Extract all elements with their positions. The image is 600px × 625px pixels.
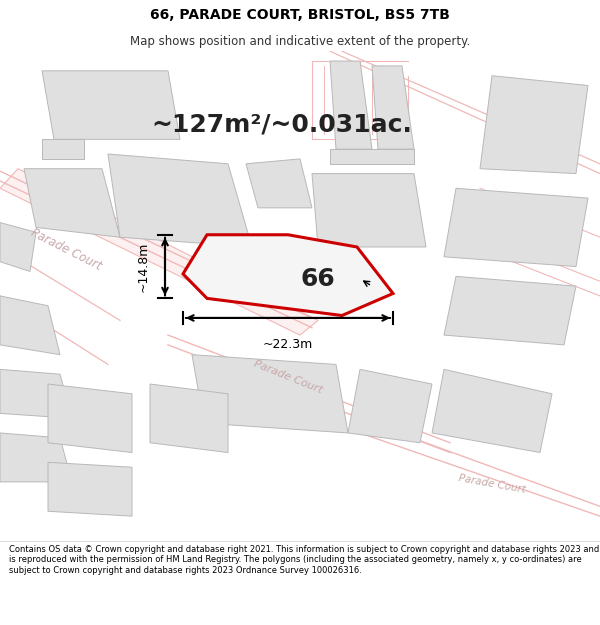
Text: ~14.8m: ~14.8m [137, 241, 150, 292]
Text: Map shows position and indicative extent of the property.: Map shows position and indicative extent… [130, 34, 470, 48]
Polygon shape [444, 188, 588, 267]
Text: ~127m²/~0.031ac.: ~127m²/~0.031ac. [152, 112, 412, 137]
Polygon shape [0, 433, 72, 482]
Polygon shape [330, 61, 372, 149]
Polygon shape [0, 169, 318, 335]
Polygon shape [0, 369, 72, 418]
Polygon shape [330, 149, 414, 164]
Text: Contains OS data © Crown copyright and database right 2021. This information is : Contains OS data © Crown copyright and d… [9, 545, 599, 574]
Polygon shape [150, 384, 228, 452]
Polygon shape [108, 154, 252, 247]
Text: 66: 66 [301, 267, 335, 291]
Polygon shape [372, 66, 414, 149]
Polygon shape [192, 354, 348, 433]
Polygon shape [312, 174, 426, 247]
Polygon shape [24, 169, 120, 238]
Text: Parade Court: Parade Court [252, 358, 324, 395]
Text: Parade Court: Parade Court [29, 226, 103, 273]
Polygon shape [48, 462, 132, 516]
Polygon shape [183, 235, 393, 316]
Polygon shape [42, 139, 84, 159]
Text: ~22.3m: ~22.3m [263, 338, 313, 351]
Text: Parade Court: Parade Court [458, 474, 526, 495]
Polygon shape [432, 369, 552, 452]
Polygon shape [348, 369, 432, 442]
Polygon shape [0, 296, 60, 354]
Polygon shape [48, 384, 132, 452]
Polygon shape [42, 71, 180, 139]
Polygon shape [480, 76, 588, 174]
Polygon shape [0, 222, 36, 271]
Polygon shape [246, 159, 312, 208]
Text: 66, PARADE COURT, BRISTOL, BS5 7TB: 66, PARADE COURT, BRISTOL, BS5 7TB [150, 8, 450, 22]
Polygon shape [444, 276, 576, 345]
